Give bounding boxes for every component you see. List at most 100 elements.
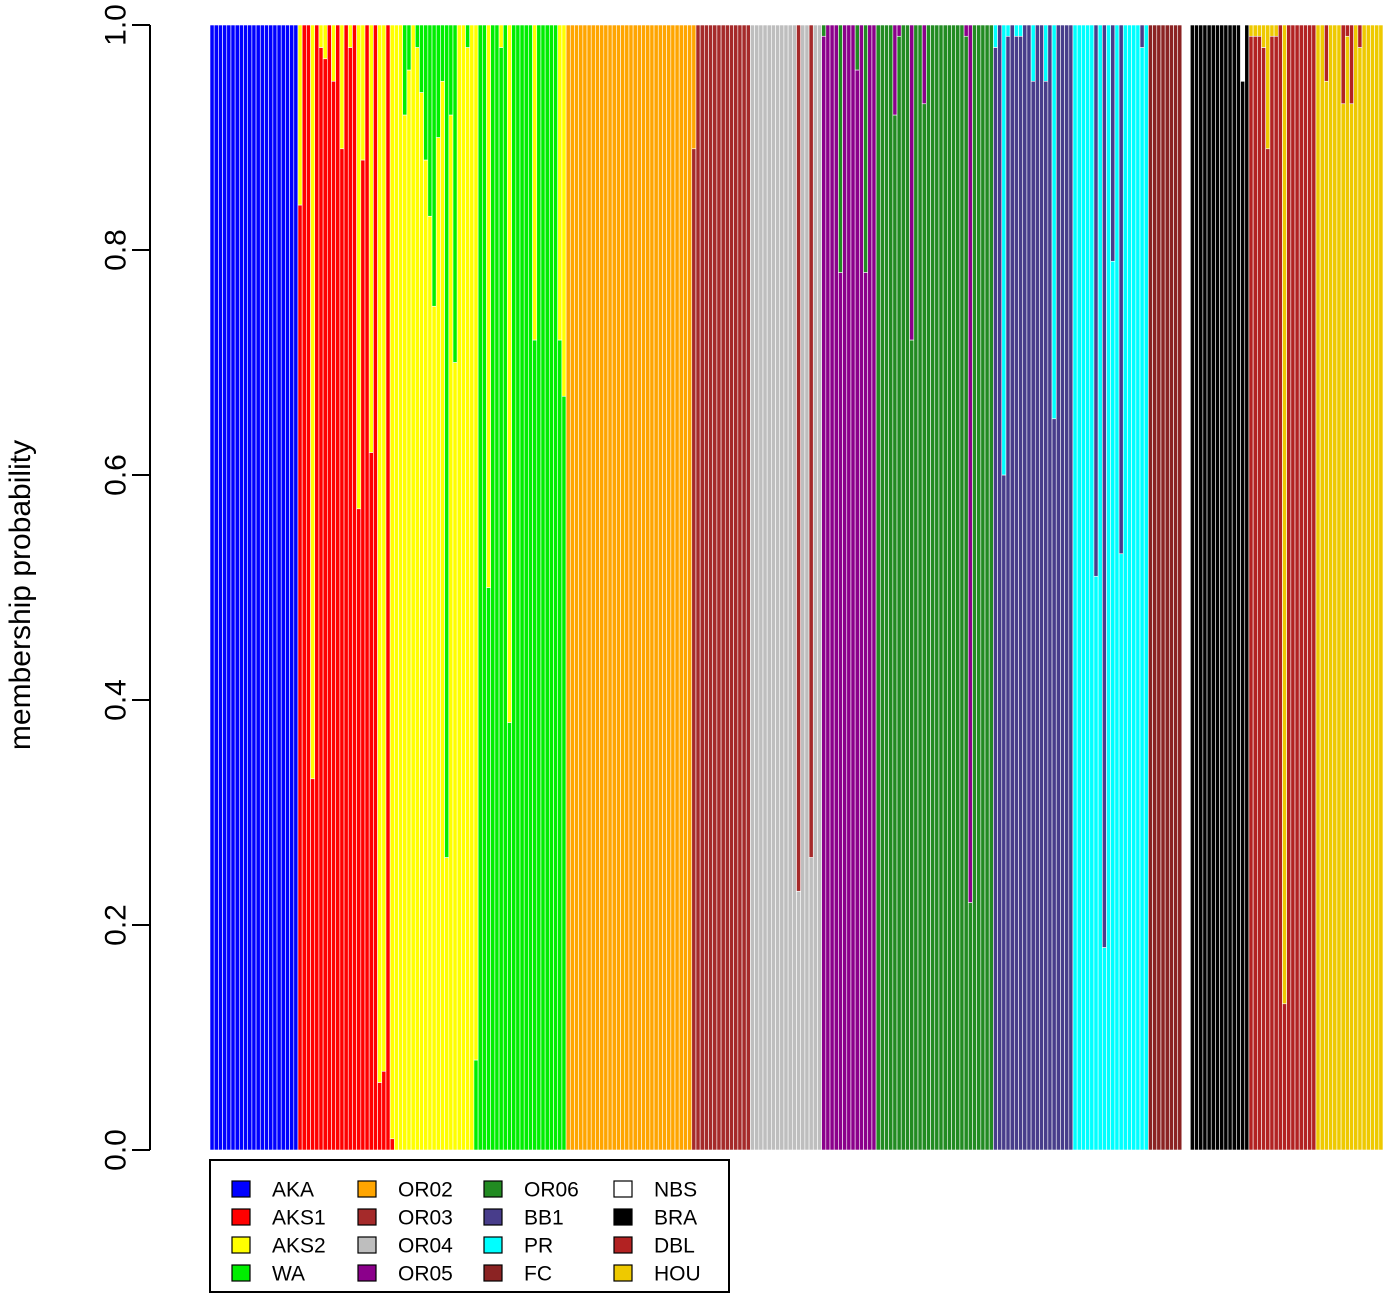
bar-segment [833,24,839,1151]
bar-segment [674,24,680,1151]
bar-segment [540,24,546,1151]
bar-segment [657,24,663,1151]
bar-segment [448,24,454,116]
bar-segment [590,24,596,1151]
bar-segment [306,24,311,1151]
bar-segment [1340,103,1346,1151]
bar-segment [515,24,521,1151]
legend-swatch [357,1264,377,1282]
bar-segment [557,339,563,1151]
bar-segment [821,24,827,37]
bar-segment [1282,1003,1287,1151]
bar-segment [1273,35,1279,1151]
bar-segment [842,24,848,1151]
bar-segment [561,24,567,397]
bar-segment [984,24,990,1151]
bar-segment [406,24,412,71]
bar-segment [331,80,336,1151]
bar-segment [519,24,525,1151]
bar-segment [339,24,345,150]
bar-segment [490,24,496,1151]
bar-segment [1051,24,1057,420]
bar-segment [326,24,332,1151]
bar-segment [1269,24,1275,37]
bar-segment [218,24,223,1151]
legend-label: HOU [654,1262,701,1285]
bar-segment [461,24,466,1151]
bar-segment [440,80,445,1151]
bar-segment [863,24,869,273]
bar-segment [993,24,998,48]
bar-segment [389,24,395,1140]
bar-segment [255,24,261,1151]
bar-segment [343,24,349,1151]
bar-segment [1236,24,1241,1151]
legend-swatch [613,1208,633,1226]
bar-segment [595,24,600,1151]
bar-segment [352,24,357,1151]
bar-segment [1223,24,1229,1151]
bar-segment [1026,24,1032,1151]
bar-segment [854,69,860,1151]
bar-segment [444,857,450,1151]
bar-segment [511,24,517,1151]
bar-segment [419,92,424,1151]
legend-swatch [613,1264,633,1282]
bar-segment [653,24,659,1151]
legend-label: DBL [654,1234,695,1257]
bar-segment [1106,24,1112,1151]
bar-segment [1055,24,1061,1151]
bar-segment [1227,24,1233,1151]
bar-segment [318,47,324,1151]
bar-segment [373,24,378,1151]
bar-segment [1244,24,1250,1151]
bar-segment [301,24,307,1151]
bar-segment [452,362,458,1151]
bar-segment [356,508,362,1151]
bar-segment [1139,47,1145,1151]
bar-segment [331,24,336,82]
bar-segment [440,24,445,82]
bar-segment [1336,24,1342,1151]
bar-segment [1345,24,1350,37]
bar-segment [335,24,341,1151]
bar-segment [414,47,420,1151]
bar-segment [318,24,324,48]
bar-segment [670,24,676,1151]
bar-segment [1034,24,1040,1151]
legend-swatch [483,1180,503,1198]
bar-segment [1005,35,1011,1151]
bar-segment [892,114,898,1151]
legend-swatch [483,1264,503,1282]
bar-segment [1185,24,1191,1151]
bar-segment [967,24,973,903]
bar-segment [1081,24,1086,1151]
legend-label: FC [524,1262,552,1285]
bar-segment [720,24,726,1151]
bar-segment [1248,24,1254,37]
bar-segment [741,24,747,1151]
bar-segment [435,24,441,138]
bar-segment [532,339,538,1151]
bar-segment [293,24,299,1151]
bar-segment [1353,24,1359,1151]
legend-swatch [357,1208,377,1226]
y-tick-label: 0.0 [100,1129,133,1171]
bar-segment [213,24,219,1151]
legend-label: OR05 [398,1262,453,1285]
bar-segment [792,24,797,1151]
bar-segment [561,395,567,1151]
bar-segment [381,1070,387,1151]
bar-segment [1257,24,1262,37]
bar-segment [410,24,416,1151]
bar-segment [582,24,588,1151]
bar-segment [766,24,772,1151]
bar-segment [1273,24,1279,37]
bar-segment [586,24,592,1151]
legend-swatch [483,1236,503,1254]
bar-segment [1282,24,1287,1005]
bar-segment [1219,24,1225,1151]
bar-segment [209,24,215,1151]
bar-segment [909,24,915,341]
y-axis: 0.0 0.2 0.4 0.6 0.8 1.0 [100,4,151,1171]
